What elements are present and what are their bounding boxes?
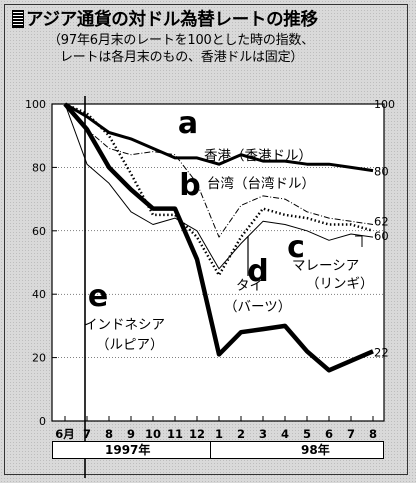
end-label-a: 80 bbox=[374, 165, 389, 179]
y-tick-label: 0 bbox=[39, 415, 46, 428]
end-label-b: 62 bbox=[374, 214, 389, 228]
x-tick-label: 6 bbox=[325, 427, 333, 441]
x-tick-label: 4 bbox=[281, 427, 289, 441]
series-label-c-line1: マレーシア bbox=[292, 258, 359, 274]
x-tick-label: 8 bbox=[105, 427, 113, 441]
end-label-c: 60 bbox=[374, 229, 389, 243]
chart-title: アジア通貨の対ドル為替レートの推移 bbox=[26, 10, 318, 30]
x-tick-label: 5 bbox=[303, 427, 311, 441]
year-divider bbox=[210, 442, 212, 458]
chart-frame bbox=[4, 4, 408, 475]
x-tick-label: 8 bbox=[369, 427, 377, 441]
y-tick-label: 60 bbox=[32, 225, 46, 238]
chart-subtitle-line-1: （97年6月末のレートを100とした時の指数、 bbox=[48, 33, 315, 48]
year-label-98: 98年 bbox=[301, 443, 330, 457]
x-tick-label: 11 bbox=[167, 427, 183, 441]
series-label-d-line1: タイ bbox=[236, 278, 263, 294]
series-label-b: 台湾（台湾ドル） bbox=[207, 175, 315, 192]
x-tick-label: 10 bbox=[145, 427, 161, 441]
series-letter-d: d bbox=[247, 254, 268, 289]
series-label-e-line2: （ルピア） bbox=[96, 337, 164, 353]
x-tick-label: 2 bbox=[237, 427, 245, 441]
series-letter-b: b bbox=[179, 168, 200, 203]
series-line-a bbox=[64, 102, 374, 173]
title-marker-icon bbox=[12, 10, 24, 28]
series-letter-e: e bbox=[88, 279, 108, 314]
x-tick-label: 9 bbox=[127, 427, 135, 441]
x-tick-label: 7 bbox=[347, 427, 355, 441]
end-label-e: 22 bbox=[374, 345, 389, 359]
series-line-d bbox=[64, 103, 374, 270]
series-letter-a: a bbox=[178, 106, 198, 141]
x-tick-label: 3 bbox=[259, 427, 267, 441]
series-label-e-line1: インドネシア bbox=[84, 317, 165, 333]
series-label-c-line2: （リンギ） bbox=[306, 276, 374, 292]
series-line-b bbox=[64, 103, 374, 238]
series-label-d-line2: （バーツ） bbox=[224, 299, 291, 315]
year-band: 1997年 98年 bbox=[52, 441, 384, 459]
x-tick-label: 1 bbox=[215, 427, 223, 441]
chart-subtitle-line-2: レートは各月末のもの、香港ドルは固定） bbox=[60, 50, 304, 65]
x-tick-label: 6月 bbox=[55, 427, 75, 441]
x-tick-label: 12 bbox=[189, 427, 205, 441]
series-line-e bbox=[63, 102, 374, 373]
year-label-1997: 1997年 bbox=[105, 443, 151, 457]
x-tick-label: 7 bbox=[83, 427, 91, 441]
right-label-100: 100 bbox=[374, 98, 395, 111]
y-tick-label: 20 bbox=[32, 352, 46, 365]
y-tick-label: 100 bbox=[25, 98, 46, 111]
y-tick-label: 40 bbox=[32, 288, 46, 301]
series-label-a: 香港（香港ドル） bbox=[204, 148, 312, 164]
y-tick-label: 80 bbox=[32, 161, 46, 174]
series-letter-c: c bbox=[287, 230, 305, 265]
leader-line-c bbox=[355, 235, 363, 247]
